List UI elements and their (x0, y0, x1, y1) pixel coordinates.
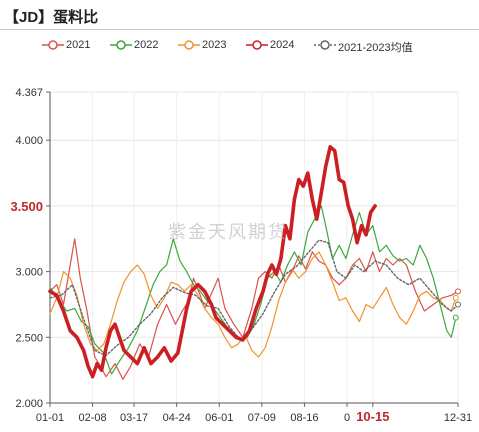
y-tick-label: 2.000 (15, 398, 43, 410)
x-tick-label: 03-17 (120, 412, 148, 424)
x-tick-label: 10-15 (356, 409, 389, 424)
legend-line-circle-icon (42, 40, 64, 50)
title-divider (0, 29, 479, 30)
x-tick-label: 07-09 (248, 412, 276, 424)
legend-line-circle-icon (110, 40, 132, 50)
legend-label: 2022 (134, 39, 159, 51)
x-axis: 01-01 02-08 03-17 04-24 06-01 07-09 08-16 0 10-1… (36, 402, 472, 424)
series-end-marker (452, 314, 459, 321)
series-line-2023 (49, 251, 457, 358)
legend-label: 2024 (270, 39, 295, 51)
series-end-marker (452, 294, 459, 301)
legend-line-circle-icon (178, 40, 200, 50)
legend-label: 2021-2023均值 (338, 42, 413, 54)
page-title: 【JD】蛋料比 (4, 9, 99, 26)
y-tick-label: 2.500 (15, 332, 43, 344)
x-tick-label: 02-08 (79, 412, 107, 424)
series-end-marker (455, 288, 461, 295)
chart-legend: 2021 2022 2023 2024 2021-2023均值 (0, 36, 479, 56)
x-tick-label: 06-01 (205, 412, 233, 424)
y-tick-label: 4.367 (15, 87, 43, 99)
y-highlight-box (2, 195, 46, 215)
x-tick-label: 08-16 (290, 412, 318, 424)
series-line-2021 (49, 238, 459, 380)
legend-line-circle-icon (314, 40, 336, 50)
x-tick-label: 12-31 (444, 412, 472, 424)
legend-label: 2021 (66, 39, 91, 51)
x-tick-label: 04-24 (163, 412, 191, 424)
y-highlight-label: 3.500 (10, 199, 43, 214)
series-lines (48, 145, 461, 380)
series-end-marker (455, 301, 461, 308)
legend-label: 2023 (202, 39, 227, 51)
x-tick-label: 01-01 (36, 412, 64, 424)
watermark-text: 紫金天风期货 (168, 222, 288, 242)
y-tick-label: 4.000 (15, 135, 43, 147)
series-line-2024 (48, 145, 377, 379)
chart-grid (49, 91, 459, 404)
legend-line-circle-icon (246, 40, 268, 50)
y-tick-label: 3.000 (15, 267, 43, 279)
x-tick-label: 0 (344, 412, 350, 424)
